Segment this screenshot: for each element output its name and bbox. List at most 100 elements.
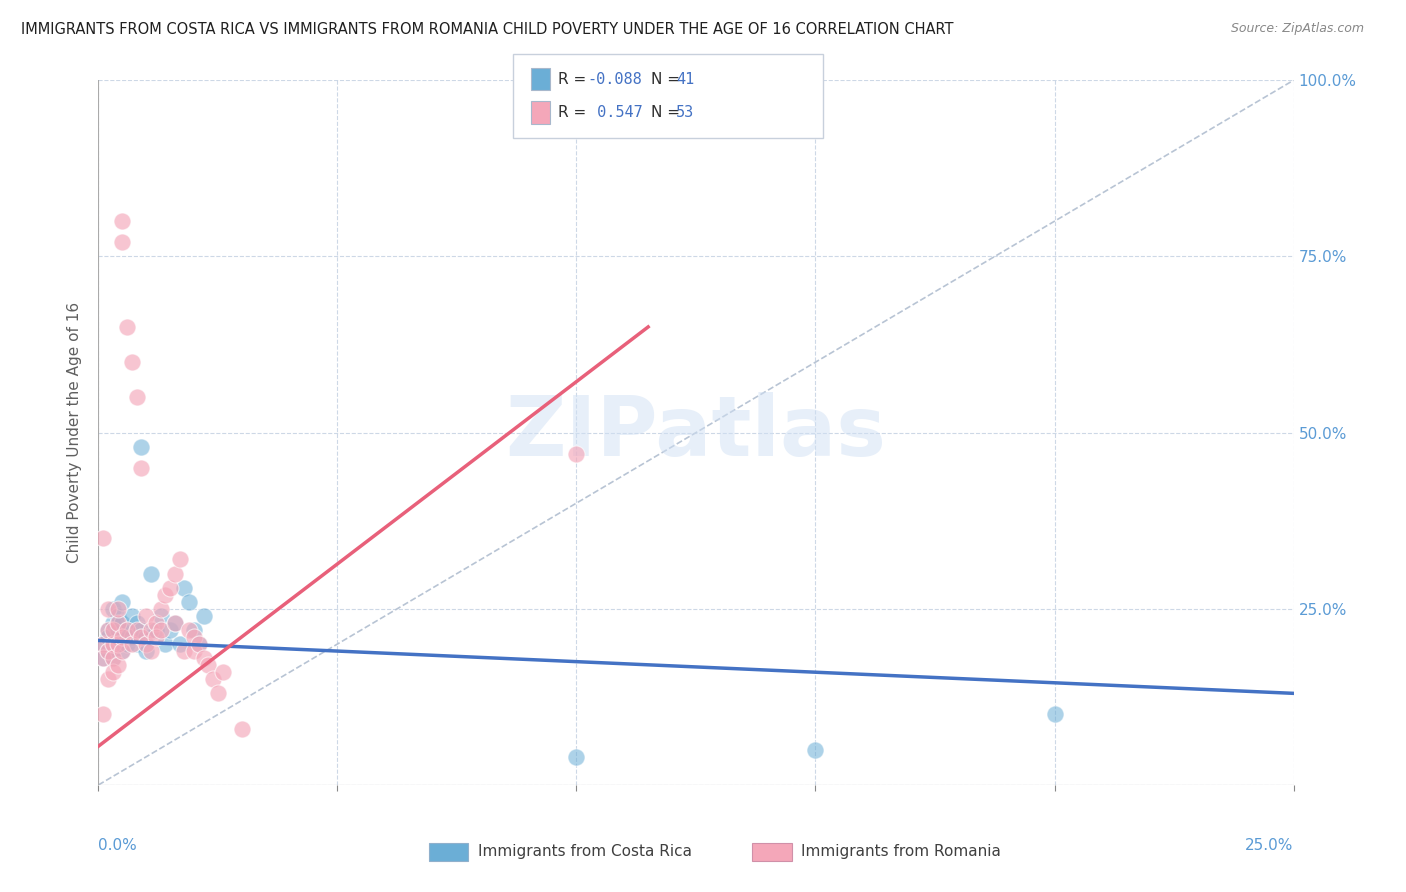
Point	[145, 623, 167, 637]
Point	[111, 644, 134, 658]
Point	[159, 623, 181, 637]
Point	[155, 637, 177, 651]
Point	[149, 608, 172, 623]
Point	[131, 630, 153, 644]
Point	[121, 637, 143, 651]
Point	[107, 615, 129, 630]
Point	[145, 630, 167, 644]
Point	[149, 601, 172, 615]
Point	[202, 673, 225, 687]
Point	[187, 637, 209, 651]
Point	[804, 742, 827, 756]
Point	[155, 588, 177, 602]
Text: -0.088: -0.088	[588, 71, 643, 87]
Text: R =: R =	[558, 71, 592, 87]
Point	[121, 608, 143, 623]
Text: 41: 41	[676, 71, 695, 87]
Point	[135, 608, 157, 623]
Point	[193, 608, 215, 623]
Point	[183, 630, 205, 644]
Point	[169, 637, 191, 651]
Point	[565, 447, 588, 461]
Point	[131, 623, 153, 637]
Point	[115, 623, 138, 637]
Point	[163, 615, 186, 630]
Text: R =: R =	[558, 105, 592, 120]
Point	[97, 630, 120, 644]
Point	[91, 707, 114, 722]
Point	[111, 615, 134, 630]
Text: Immigrants from Costa Rica: Immigrants from Costa Rica	[478, 845, 692, 859]
Point	[97, 601, 120, 615]
Point	[97, 623, 120, 637]
Point	[91, 637, 114, 651]
Point	[125, 637, 148, 651]
Text: N =: N =	[651, 71, 685, 87]
Point	[121, 355, 143, 369]
Text: N =: N =	[651, 105, 685, 120]
Point	[139, 644, 162, 658]
Y-axis label: Child Poverty Under the Age of 16: Child Poverty Under the Age of 16	[66, 302, 82, 563]
Point	[135, 644, 157, 658]
Point	[115, 637, 138, 651]
Point	[159, 581, 181, 595]
Point	[173, 581, 195, 595]
Point	[97, 673, 120, 687]
Point	[183, 623, 205, 637]
Point	[97, 623, 120, 637]
Point	[97, 644, 120, 658]
Point	[107, 637, 129, 651]
Point	[91, 651, 114, 665]
Text: 0.0%: 0.0%	[98, 838, 138, 853]
Point	[565, 749, 588, 764]
Point	[101, 637, 124, 651]
Point	[231, 722, 253, 736]
Text: 25.0%: 25.0%	[1246, 838, 1294, 853]
Point	[111, 630, 134, 644]
Point	[163, 615, 186, 630]
Text: Immigrants from Romania: Immigrants from Romania	[801, 845, 1001, 859]
Point	[111, 595, 134, 609]
Point	[135, 637, 157, 651]
Point	[91, 651, 114, 665]
Point	[179, 623, 201, 637]
Point	[211, 665, 233, 680]
Point	[101, 601, 124, 615]
Point	[111, 630, 134, 644]
Point	[91, 637, 114, 651]
Point	[207, 686, 229, 700]
Point	[115, 320, 138, 334]
Point	[131, 460, 153, 475]
Point	[193, 651, 215, 665]
Point	[101, 651, 124, 665]
Point	[111, 214, 134, 228]
Point	[163, 566, 186, 581]
Point	[139, 623, 162, 637]
Point	[131, 440, 153, 454]
Point	[197, 658, 219, 673]
Point	[107, 658, 129, 673]
Text: 0.547: 0.547	[588, 105, 643, 120]
Point	[121, 630, 143, 644]
Point	[187, 637, 209, 651]
Point	[135, 630, 157, 644]
Point	[107, 601, 129, 615]
Point	[101, 637, 124, 651]
Text: Source: ZipAtlas.com: Source: ZipAtlas.com	[1230, 22, 1364, 36]
Text: 53: 53	[676, 105, 695, 120]
Point	[101, 665, 124, 680]
Point	[169, 552, 191, 566]
Point	[139, 566, 162, 581]
Point	[97, 644, 120, 658]
Text: IMMIGRANTS FROM COSTA RICA VS IMMIGRANTS FROM ROMANIA CHILD POVERTY UNDER THE AG: IMMIGRANTS FROM COSTA RICA VS IMMIGRANTS…	[21, 22, 953, 37]
Point	[115, 623, 138, 637]
Point	[149, 623, 172, 637]
Point	[107, 623, 129, 637]
Point	[179, 595, 201, 609]
Point	[125, 391, 148, 405]
Point	[1043, 707, 1066, 722]
Point	[101, 615, 124, 630]
Point	[125, 623, 148, 637]
Point	[107, 637, 129, 651]
Point	[173, 644, 195, 658]
